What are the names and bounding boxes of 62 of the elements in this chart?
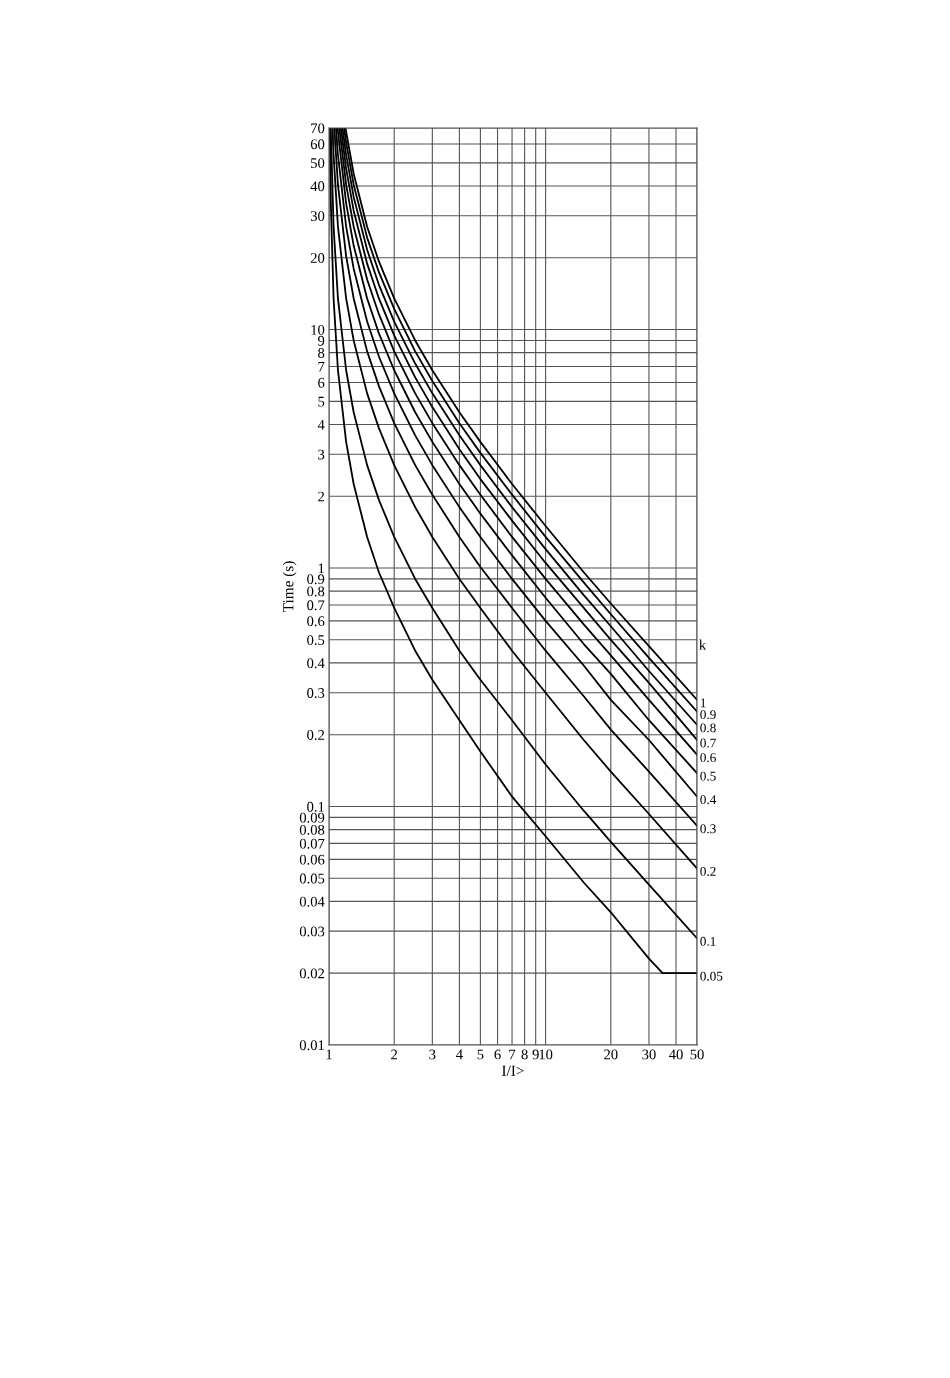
y-tick-label: 0.4 [307, 658, 325, 669]
y-tick-label: 9 [318, 335, 325, 346]
series-label: 0.9 [700, 710, 716, 720]
y-tick-label: 0.2 [307, 730, 325, 740]
series-label: 0.8 [700, 723, 716, 733]
x-tick-label: 50 [690, 1049, 704, 1060]
y-tick-label: 20 [310, 253, 325, 263]
x-tick-label: 7 [509, 1049, 516, 1060]
y-tick-label: 0.03 [299, 926, 325, 937]
y-tick-label: 0.3 [307, 688, 325, 698]
y-tick-label: 6 [318, 377, 325, 388]
series-label: 0.7 [700, 738, 716, 748]
y-tick-label: 8 [318, 348, 325, 358]
x-axis-title: I/I> [502, 1065, 524, 1076]
x-tick-label: 4 [456, 1049, 463, 1060]
y-tick-label: 0.02 [299, 968, 325, 979]
series-label: 0.1 [700, 936, 716, 946]
series-label: 0.2 [700, 866, 716, 876]
x-tick-label: 2 [391, 1049, 398, 1060]
y-tick-label: 0.07 [299, 838, 325, 849]
y-tick-label: 0.06 [299, 854, 325, 865]
y-tick-label: 0.5 [307, 635, 325, 646]
y-tick-label: 0.01 [299, 1040, 324, 1051]
y-tick-label: 0.9 [307, 574, 325, 585]
x-tick-label: 40 [669, 1049, 683, 1060]
y-tick-label: 40 [310, 181, 325, 192]
y-tick-label: 5 [318, 396, 325, 407]
y-tick-label: 0.04 [299, 896, 325, 907]
y-tick-label: 0.6 [307, 616, 325, 627]
x-tick-label: 8 [521, 1049, 528, 1060]
x-tick-label: 20 [604, 1049, 618, 1060]
y-tick-label: 0.8 [307, 586, 325, 597]
x-tick-label: 9 [532, 1049, 539, 1060]
y-tick-label: 70 [311, 123, 325, 134]
series-label: 0.05 [700, 971, 723, 981]
y-tick-label: 0.05 [299, 873, 325, 884]
text: k [699, 639, 707, 650]
x-tick-label: 5 [477, 1049, 484, 1060]
x-tick-label: 1 [326, 1049, 332, 1060]
x-tick-label: 6 [494, 1049, 501, 1060]
y-tick-label: 30 [310, 211, 325, 221]
y-tick-label: 0.09 [299, 812, 325, 823]
y-tick-label: 0.1 [307, 801, 324, 812]
y-tick-label: 10 [311, 324, 325, 335]
series-label: 1 [700, 698, 706, 708]
y-tick-label: 0.7 [307, 600, 325, 611]
y-tick-label: 0.08 [299, 824, 325, 835]
y-axis-title: Time (s) [282, 561, 297, 613]
y-tick-label: 50 [311, 158, 325, 169]
y-tick-label: 4 [317, 419, 325, 430]
series-label: 0.6 [700, 753, 716, 763]
y-tick-label: 60 [310, 139, 325, 150]
series-label: 0.4 [700, 795, 717, 805]
x-tick-label: 3 [429, 1049, 436, 1060]
series-label: 0.3 [700, 824, 716, 834]
x-tick-label: 10 [539, 1049, 553, 1060]
y-tick-label: 2 [318, 491, 325, 502]
y-tick-label: 1 [318, 563, 324, 574]
y-tick-label: 7 [318, 361, 325, 372]
y-tick-label: 3 [318, 449, 325, 460]
series-label: 0.5 [700, 771, 716, 781]
x-tick-label: 30 [642, 1049, 656, 1060]
